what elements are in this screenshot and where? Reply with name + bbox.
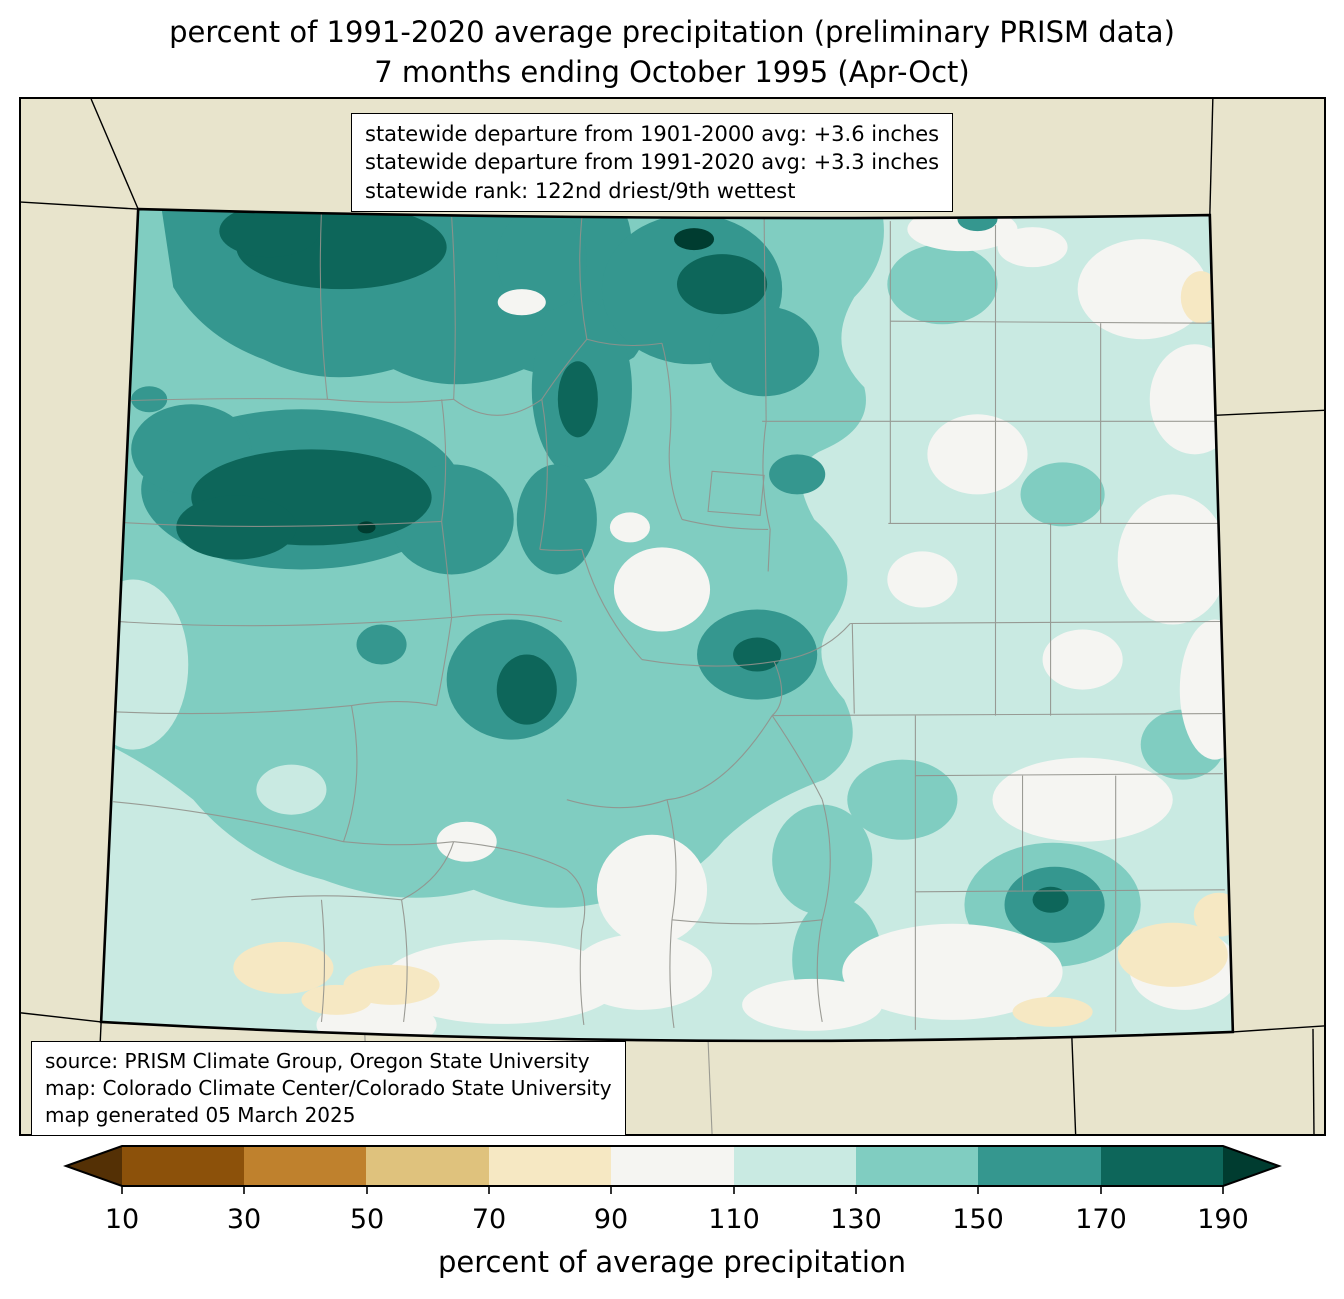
stats-line-1: statewide departure from 1901-2000 avg: … [365,122,940,146]
colorbar-arrow-high [1223,1146,1279,1186]
source-line-1: source: PRISM Climate Group, Oregon Stat… [45,1049,590,1073]
colorbar-segment-30-50 [244,1146,367,1186]
colorbar-tick-50: 50 [350,1204,384,1235]
colorbar-segment-170-190 [1101,1146,1223,1186]
colorbar-tick-30: 30 [227,1204,261,1235]
colorbar-segments [63,1145,1282,1187]
state-border [99,207,1235,1043]
colorbar-tick-130: 130 [830,1204,882,1235]
colorbar-segment-110-130 [734,1146,857,1186]
source-line-3: map generated 05 March 2025 [45,1103,356,1127]
colorado-precip-map [21,99,1324,1134]
stats-line-2: statewide departure from 1991-2020 avg: … [365,150,940,175]
county-boundaries [105,211,1225,1032]
source-box: source: PRISM Climate Group, Oregon Stat… [31,1041,626,1136]
colorbar-axis-label: percent of average precipitation [437,1245,907,1279]
colorbar: 10 30 50 70 90 110 130 150 170 190 [63,1145,1282,1235]
title-line-2: 7 months ending October 1995 (Apr-Oct) [374,55,970,89]
colorbar-tick-110: 110 [708,1204,760,1235]
colorbar-tick-150: 150 [952,1204,1004,1235]
state-fill-regions [101,209,1233,1041]
source-line-2: map: Colorado Climate Center/Colorado St… [45,1076,612,1100]
stats-line-3: statewide rank: 122nd driest/9th wettest [365,178,796,203]
colorbar-wrap: 10 30 50 70 90 110 130 150 170 190 [0,1140,1344,1240]
colorbar-tick-70: 70 [472,1204,506,1235]
colorbar-segment-130-150 [856,1146,979,1186]
colorbar-tick-marks [121,1186,1224,1194]
colorbar-arrow-low [66,1146,122,1186]
colorbar-segment-50-70 [366,1146,490,1186]
colorbar-tick-190: 190 [1197,1204,1249,1235]
colorbar-tick-90: 90 [594,1204,628,1235]
colorbar-segment-90-110 [611,1146,735,1186]
white-spot-on-dark [497,289,546,316]
colorbar-tick-170: 170 [1075,1204,1127,1235]
map-frame: statewide departure from 1901-2000 avg: … [19,97,1326,1136]
regions-170-190 [176,209,1069,913]
map-title: percent of 1991-2020 average precipitati… [0,12,1344,92]
stats-box: statewide departure from 1901-2000 avg: … [351,113,954,213]
colorbar-segment-70-90 [489,1146,612,1186]
regions-90-110 [316,209,1233,1041]
colorbar-segment-10-30 [122,1146,245,1186]
colorbar-segment-150-170 [978,1146,1102,1186]
colorbar-tick-labels: 10 30 50 70 90 110 130 150 170 190 [105,1204,1249,1235]
colorbar-tick-10: 10 [105,1204,139,1235]
title-line-1: percent of 1991-2020 average precipitati… [169,15,1175,49]
neighbor-state-borders [21,99,1324,1134]
